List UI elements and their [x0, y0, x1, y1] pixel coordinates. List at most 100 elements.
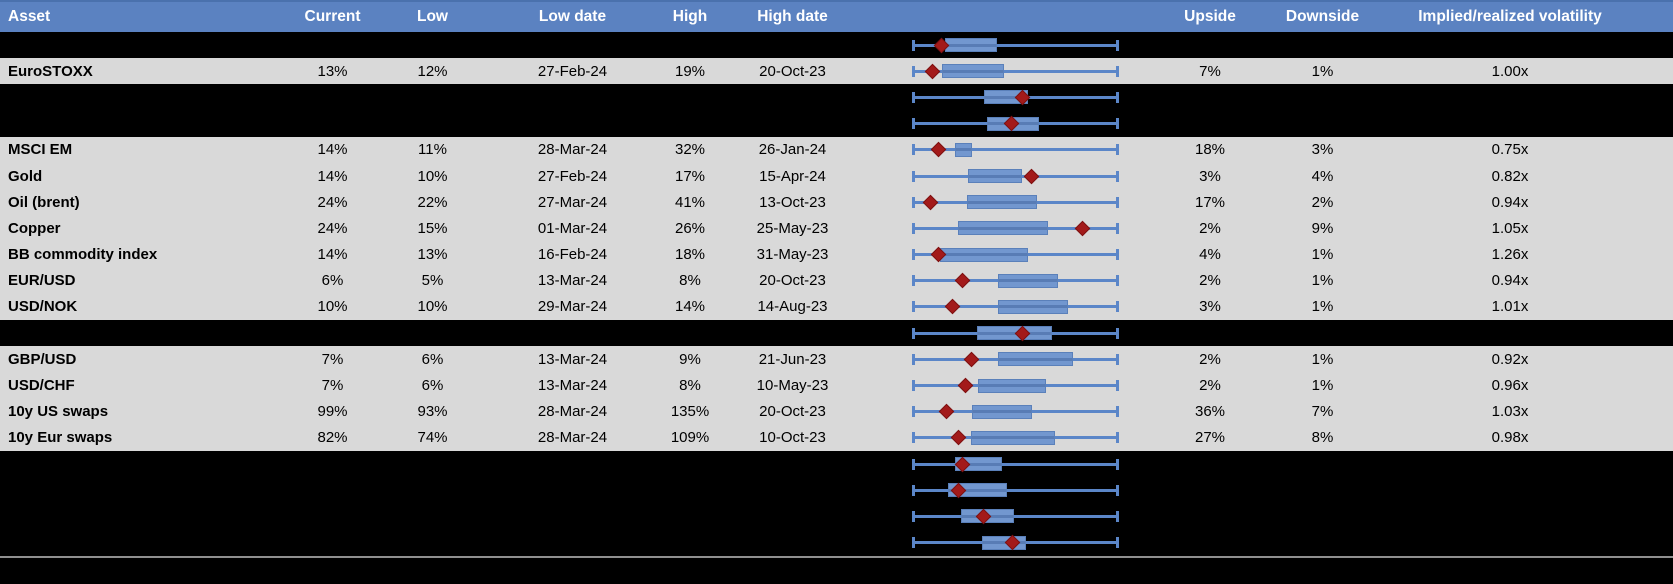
cell-asset[interactable]: EuroSTOXX: [8, 62, 93, 80]
cell-asset[interactable]: USD/NOK: [8, 298, 78, 316]
cell-high[interactable]: 109%: [670, 429, 710, 447]
cell-high-date[interactable]: 20-Oct-23: [759, 403, 826, 421]
cell-upside[interactable]: 2%: [1199, 272, 1221, 290]
cell-high[interactable]: 17%: [674, 167, 706, 185]
cell-current[interactable]: 82%: [317, 429, 348, 447]
cell-low[interactable]: 6%: [421, 377, 444, 395]
cell-upside[interactable]: 27%: [1194, 429, 1226, 447]
cell-low[interactable]: 12%: [417, 62, 448, 80]
cell-downside[interactable]: 2%: [1311, 193, 1334, 211]
col-header-downside[interactable]: Downside: [1285, 8, 1360, 25]
col-header-current[interactable]: Current: [304, 8, 361, 25]
cell-low-date[interactable]: 01-Mar-24: [537, 219, 608, 237]
cell-high-date[interactable]: 15-Apr-24: [759, 167, 826, 185]
cell-ivrv[interactable]: 0.75x: [1491, 141, 1529, 159]
cell-downside[interactable]: 1%: [1311, 246, 1334, 264]
cell-low[interactable]: 5%: [421, 272, 444, 290]
cell-high[interactable]: 8%: [679, 377, 701, 395]
cell-current[interactable]: 14%: [317, 141, 348, 159]
cell-ivrv[interactable]: 0.82x: [1491, 167, 1529, 185]
cell-high[interactable]: 18%: [674, 246, 706, 264]
cell-upside[interactable]: 3%: [1199, 298, 1221, 316]
cell-ivrv[interactable]: 1.01x: [1491, 298, 1529, 316]
cell-current[interactable]: 10%: [317, 298, 348, 316]
cell-upside[interactable]: 17%: [1194, 193, 1226, 211]
cell-high[interactable]: 26%: [674, 219, 706, 237]
cell-high[interactable]: 9%: [679, 350, 701, 368]
cell-asset[interactable]: USD/CHF: [8, 377, 75, 395]
col-header-low-date[interactable]: Low date: [538, 8, 607, 25]
cell-asset[interactable]: 10y US swaps: [8, 403, 109, 421]
cell-downside[interactable]: 9%: [1311, 219, 1334, 237]
cell-ivrv[interactable]: 0.94x: [1491, 193, 1529, 211]
cell-high-date[interactable]: 21-Jun-23: [758, 350, 827, 368]
cell-asset[interactable]: Gold: [8, 167, 43, 185]
cell-low[interactable]: 6%: [421, 350, 444, 368]
cell-current[interactable]: 14%: [317, 167, 348, 185]
col-header-low[interactable]: Low: [417, 8, 448, 25]
cell-downside[interactable]: 8%: [1311, 429, 1334, 447]
cell-upside[interactable]: 18%: [1194, 141, 1226, 159]
cell-high-date[interactable]: 13-Oct-23: [759, 193, 826, 211]
cell-upside[interactable]: 2%: [1199, 219, 1221, 237]
cell-low[interactable]: 22%: [417, 193, 448, 211]
cell-current[interactable]: 14%: [317, 246, 348, 264]
cell-current[interactable]: 24%: [317, 219, 348, 237]
cell-high[interactable]: 135%: [670, 403, 710, 421]
cell-low-date[interactable]: 13-Mar-24: [537, 377, 608, 395]
cell-low[interactable]: 11%: [418, 141, 447, 159]
cell-current[interactable]: 7%: [321, 350, 344, 368]
cell-low-date[interactable]: 28-Mar-24: [537, 429, 608, 447]
cell-downside[interactable]: 1%: [1311, 377, 1334, 395]
cell-low-date[interactable]: 29-Mar-24: [537, 298, 608, 316]
cell-ivrv[interactable]: 1.05x: [1491, 219, 1529, 237]
cell-asset[interactable]: Copper: [8, 219, 61, 237]
cell-low[interactable]: 74%: [417, 429, 448, 447]
cell-high-date[interactable]: 10-Oct-23: [759, 429, 826, 447]
cell-upside[interactable]: 3%: [1199, 167, 1221, 185]
cell-ivrv[interactable]: 0.96x: [1491, 377, 1529, 395]
cell-current[interactable]: 13%: [317, 62, 348, 80]
cell-low-date[interactable]: 27-Mar-24: [537, 193, 608, 211]
cell-low-date[interactable]: 28-Mar-24: [537, 403, 608, 421]
cell-asset[interactable]: EUR/USD: [8, 272, 76, 290]
cell-low-date[interactable]: 27-Feb-24: [537, 62, 608, 80]
cell-current[interactable]: 24%: [317, 193, 348, 211]
cell-low[interactable]: 10%: [417, 167, 448, 185]
cell-asset[interactable]: BB commodity index: [8, 246, 158, 264]
cell-upside[interactable]: 2%: [1199, 377, 1221, 395]
cell-current[interactable]: 7%: [321, 377, 344, 395]
cell-downside[interactable]: 1%: [1311, 272, 1334, 290]
cell-upside[interactable]: 7%: [1199, 62, 1221, 80]
cell-low-date[interactable]: 16-Feb-24: [537, 246, 608, 264]
cell-downside[interactable]: 7%: [1311, 403, 1334, 421]
col-header-upside[interactable]: Upside: [1184, 8, 1236, 25]
cell-low[interactable]: 93%: [417, 403, 448, 421]
cell-asset[interactable]: Oil (brent): [8, 193, 80, 211]
cell-ivrv[interactable]: 1.03x: [1491, 403, 1529, 421]
cell-ivrv[interactable]: 1.26x: [1491, 246, 1529, 264]
cell-current[interactable]: 6%: [321, 272, 344, 290]
cell-high[interactable]: 32%: [674, 141, 706, 159]
cell-ivrv[interactable]: 0.92x: [1491, 350, 1529, 368]
col-header-high[interactable]: High: [672, 8, 708, 25]
cell-low-date[interactable]: 13-Mar-24: [537, 350, 608, 368]
cell-low-date[interactable]: 27-Feb-24: [537, 167, 608, 185]
cell-high[interactable]: 14%: [674, 298, 706, 316]
col-header-ivrv[interactable]: Implied/realized volatility: [1418, 8, 1602, 25]
cell-ivrv[interactable]: 0.98x: [1491, 429, 1529, 447]
cell-asset[interactable]: 10y Eur swaps: [8, 429, 113, 447]
cell-downside[interactable]: 1%: [1311, 350, 1334, 368]
cell-high-date[interactable]: 20-Oct-23: [759, 272, 826, 290]
cell-downside[interactable]: 1%: [1311, 62, 1334, 80]
cell-downside[interactable]: 1%: [1311, 298, 1334, 316]
cell-low[interactable]: 10%: [417, 298, 448, 316]
cell-downside[interactable]: 3%: [1311, 141, 1334, 159]
cell-asset[interactable]: MSCI EM: [8, 141, 73, 159]
cell-high-date[interactable]: 10-May-23: [756, 377, 829, 395]
col-header-high-date[interactable]: High date: [757, 8, 828, 25]
cell-low-date[interactable]: 13-Mar-24: [537, 272, 608, 290]
col-header-asset[interactable]: Asset: [8, 8, 51, 25]
cell-high-date[interactable]: 25-May-23: [756, 219, 829, 237]
cell-low[interactable]: 15%: [417, 219, 448, 237]
